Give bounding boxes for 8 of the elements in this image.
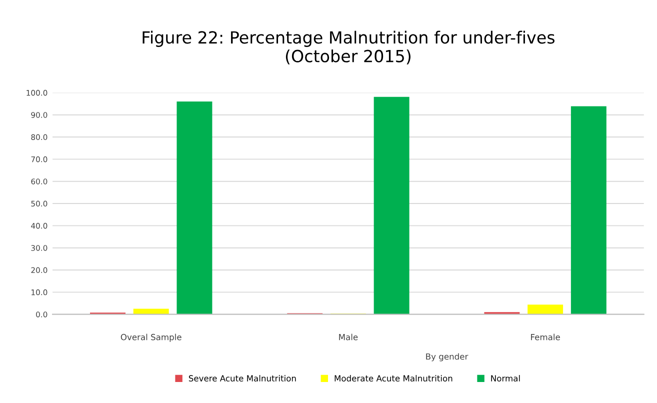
x-tick-label: Overal Sample <box>120 334 182 342</box>
chart-title: Figure 22: Percentage Malnutrition for under-fives (October 2015) <box>142 30 554 64</box>
x-tick-label: Male <box>339 334 358 340</box>
x-tick-label: Female <box>531 334 560 340</box>
legend-label: Moderate Acute Malnutrition <box>334 375 452 382</box>
legend-label: Severe Acute Malnutrition <box>188 375 296 382</box>
legend-label: Normal <box>491 375 520 382</box>
text: By gender <box>426 353 468 362</box>
